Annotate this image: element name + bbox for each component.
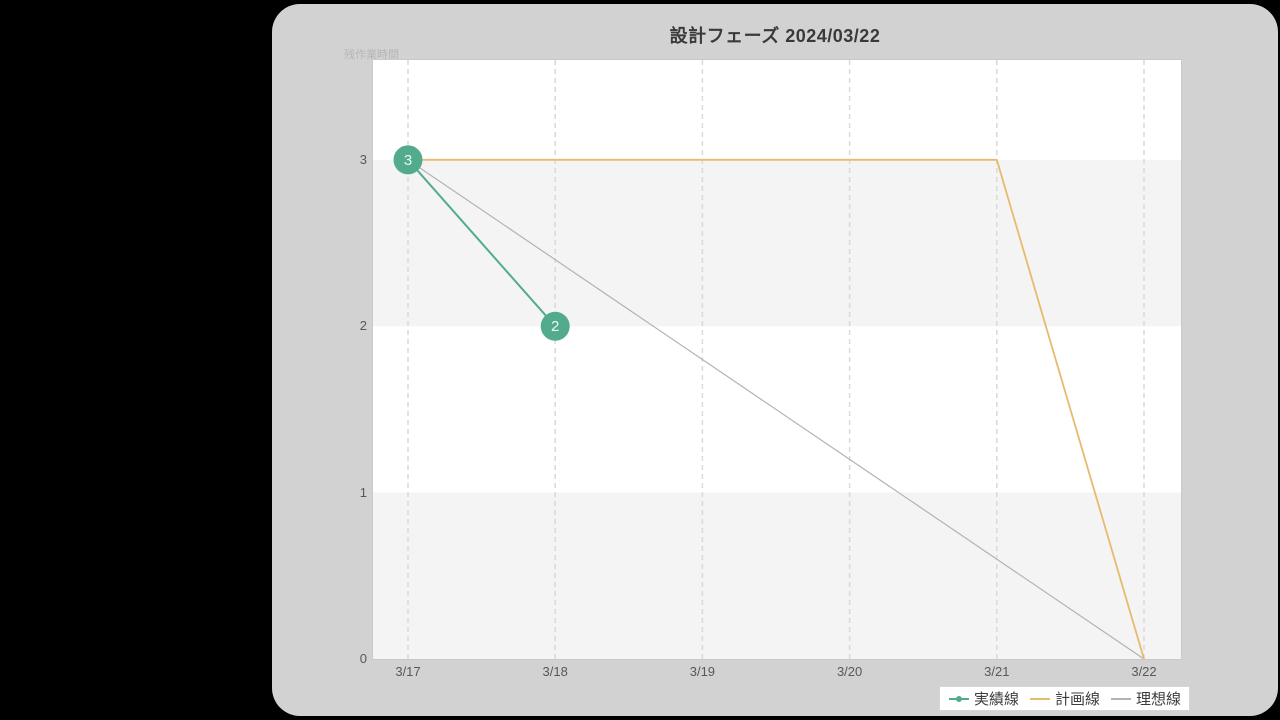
legend: 実績線 計画線 理想線: [938, 686, 1190, 711]
legend-marker-icon: [1110, 697, 1131, 700]
y-tick-label: 0: [359, 651, 367, 666]
burndown-chart-svg: 32: [373, 60, 1181, 659]
y-axis-label: 残作業時間: [344, 49, 399, 61]
x-tick-label: 3/22: [1131, 664, 1157, 679]
legend-label: 実績線: [973, 691, 1019, 708]
legend-item-実績線[interactable]: 実績線: [948, 688, 1019, 709]
series-line-実績線: [407, 159, 556, 327]
x-tick-label: 3/20: [836, 664, 863, 679]
x-tick-label: 3/18: [542, 664, 568, 679]
data-point-marker[interactable]: [540, 311, 570, 341]
data-point-marker[interactable]: [393, 145, 423, 175]
x-tick-label: 3/19: [689, 664, 716, 679]
chart-title: 設計フェーズ 2024/03/22: [669, 26, 881, 46]
data-point-label: 2: [551, 318, 559, 335]
horizontal-band: [373, 159, 1181, 327]
legend-marker-icon: [1029, 697, 1050, 700]
y-tick-label: 1: [359, 484, 367, 500]
legend-item-計画線[interactable]: 計画線: [1029, 688, 1100, 709]
x-tick-label: 3/17: [395, 664, 421, 679]
y-tick-label: 3: [359, 151, 367, 167]
y-tick-label: 2: [359, 318, 367, 334]
x-tick-label: 3/21: [984, 664, 1010, 679]
legend-marker-icon: [948, 695, 969, 702]
legend-label: 理想線: [1135, 691, 1181, 708]
series-line-計画線: [408, 158, 1145, 659]
data-point-label: 3: [404, 152, 412, 169]
horizontal-band: [373, 492, 1181, 659]
series-line-理想線: [407, 159, 1145, 659]
legend-item-理想線[interactable]: 理想線: [1110, 688, 1181, 709]
legend-label: 計画線: [1054, 691, 1100, 708]
